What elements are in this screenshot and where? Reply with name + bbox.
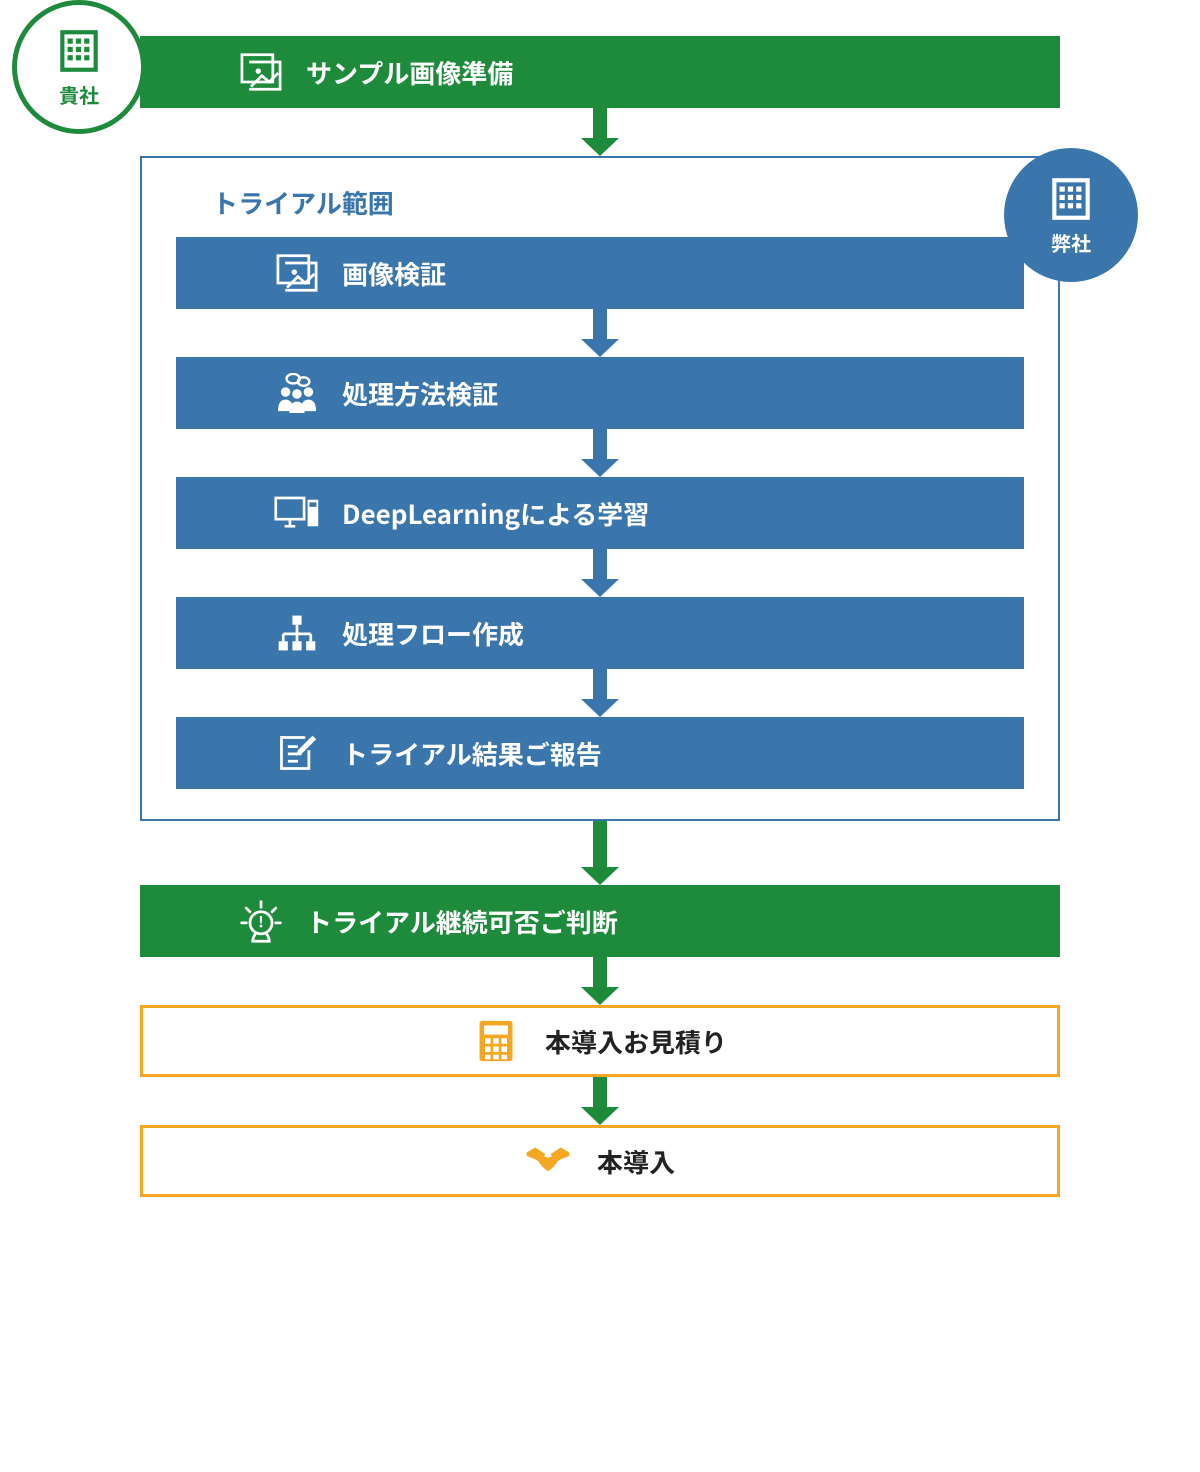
arrow-down	[176, 549, 1024, 597]
flowchart-container: 貴社 弊社 サンプル画像準備	[0, 0, 1200, 1237]
step-label: 処理フロー作成	[342, 615, 524, 652]
step-label: 処理方法検証	[342, 375, 498, 412]
arrow-down	[140, 821, 1060, 885]
arrow-down	[140, 108, 1060, 156]
company-badge: 弊社	[1004, 148, 1138, 282]
step-image-verify: 画像検証	[176, 237, 1024, 309]
building-icon	[1046, 174, 1096, 224]
arrow-down	[176, 309, 1024, 357]
trial-range-box: トライアル範囲 画像検証	[140, 156, 1060, 821]
step-label: 画像検証	[342, 255, 446, 292]
svg-text:!: !	[258, 911, 263, 932]
building-icon	[54, 26, 104, 76]
image-icon	[274, 250, 320, 296]
step-method-verify: 処理方法検証	[176, 357, 1024, 429]
step-deep-learning: DeepLearningによる学習	[176, 477, 1024, 549]
step-trial-report: トライアル結果ご報告	[176, 717, 1024, 789]
hierarchy-icon	[274, 610, 320, 656]
calculator-icon	[473, 1018, 519, 1064]
computer-icon	[274, 490, 320, 536]
company-badge-label: 弊社	[1051, 228, 1091, 257]
step-sample-prep: サンプル画像準備	[140, 36, 1060, 108]
arrow-down	[140, 1077, 1060, 1125]
handshake-icon	[525, 1138, 571, 1184]
client-badge: 貴社	[12, 0, 146, 134]
step-label: 本導入	[597, 1143, 675, 1180]
client-badge-label: 貴社	[59, 80, 99, 109]
step-quote: 本導入お見積り	[140, 1005, 1060, 1077]
step-label: トライアル継続可否ご判断	[306, 903, 618, 940]
trial-steps-list: 画像検証 処理方法検証	[176, 237, 1024, 789]
step-label: DeepLearningによる学習	[342, 495, 649, 532]
step-label: トライアル結果ご報告	[342, 735, 602, 772]
step-label: サンプル画像準備	[306, 54, 513, 91]
arrow-down	[176, 429, 1024, 477]
trial-range-title: トライアル範囲	[212, 184, 1024, 221]
step-deploy: 本導入	[140, 1125, 1060, 1197]
step-flow-create: 処理フロー作成	[176, 597, 1024, 669]
image-icon	[238, 49, 284, 95]
step-decision: ! トライアル継続可否ご判断	[140, 885, 1060, 957]
step-label: 本導入お見積り	[545, 1023, 727, 1060]
report-icon	[274, 730, 320, 776]
arrow-down	[176, 669, 1024, 717]
arrow-down	[140, 957, 1060, 1005]
meeting-icon	[274, 370, 320, 416]
idea-icon: !	[238, 898, 284, 944]
